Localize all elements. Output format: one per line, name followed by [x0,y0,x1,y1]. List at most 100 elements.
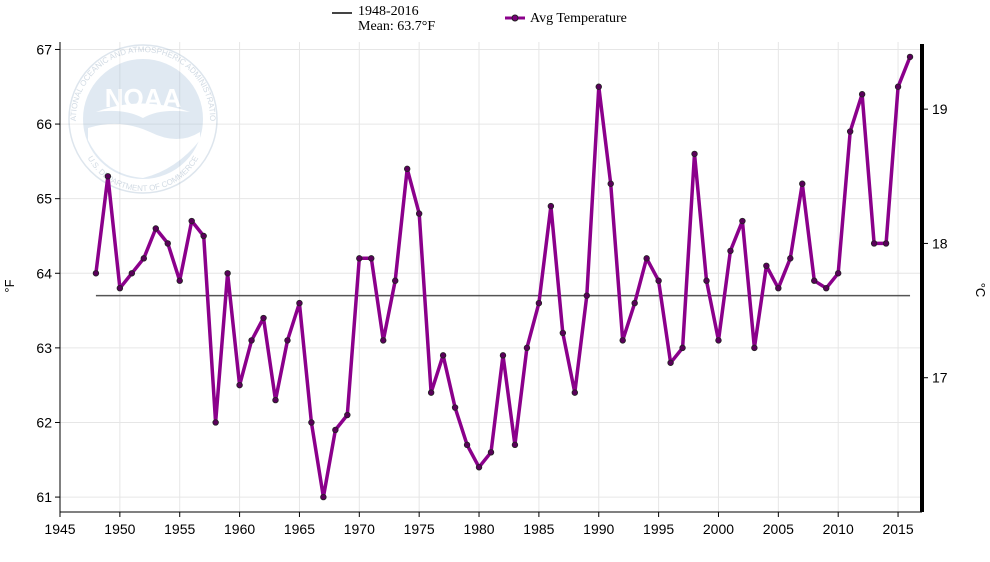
x-tick-label: 1960 [224,521,255,537]
data-point [715,337,722,344]
series-line [94,56,912,499]
x-tick-label: 1945 [44,521,75,537]
y-tick-label: 62 [36,414,52,430]
data-point [823,284,830,292]
noaa-watermark-logo: NOAA NATIONAL OCEANIC AND ATMOSPHERIC AD… [0,0,218,194]
legend: 1948-2016 Mean: 63.7°F Avg Temperature [332,4,627,34]
data-point [260,314,267,322]
data-point [811,277,818,284]
y2-tick-label: 19 [932,101,948,117]
data-point [858,91,866,98]
data-point [595,83,602,90]
x-tick-label: 2000 [703,521,734,537]
data-point [559,329,567,337]
y-tick-label: 64 [36,265,52,281]
data-point [403,165,411,173]
data-point [320,493,327,501]
data-point [344,411,351,419]
data-point [763,262,770,270]
data-point [655,277,662,284]
data-point [834,270,842,277]
data-point [703,277,710,284]
data-point [691,150,698,158]
data-point [104,173,112,180]
data-point [739,217,746,225]
data-point [787,255,794,262]
data-point [571,389,579,396]
data-point [176,277,183,284]
data-point [188,217,195,225]
data-point [870,240,878,247]
data-point [427,389,435,396]
y-tick-label: 66 [36,116,52,132]
data-point [463,441,471,449]
data-point [583,292,590,299]
data-point [487,449,495,456]
data-point [248,337,255,344]
y-tick-label: 63 [36,340,52,356]
y-axis-title-fahrenheit: °F [2,279,17,292]
series-avg-temperature [92,53,914,501]
x-tick-label: 1985 [523,521,554,537]
data-point [679,344,686,352]
data-point [511,441,519,449]
data-point [523,344,531,352]
data-point [475,464,483,471]
data-point [212,419,219,426]
data-point [200,232,207,240]
x-tick-label: 1995 [643,521,674,537]
data-point [499,352,507,359]
x-tick-label: 1975 [404,521,435,537]
x-tick-label: 1965 [284,521,315,537]
data-point [894,83,902,90]
data-point [332,426,339,434]
y-tick-label: 67 [36,41,52,57]
data-point [92,270,100,277]
y-axis-title-celsius: °C [973,283,988,298]
data-point [906,53,914,61]
noaa-watermark-text: NOAA [105,83,182,113]
data-point [451,404,459,411]
data-point [775,284,782,292]
data-point [415,210,423,217]
data-point [356,255,363,262]
axes: 61 62 63 64 65 66 67 1945 1950 1955 1960 1965 1970 19… [36,41,947,537]
data-point [619,337,626,344]
data-point [152,225,159,232]
x-tick-label: 2005 [763,521,794,537]
x-tick-label: 1980 [463,521,494,537]
data-point [727,247,734,255]
data-point [439,352,447,359]
x-tick-label: 1950 [104,521,135,537]
data-point [140,255,148,262]
legend-marker-avg-temperature [511,14,519,22]
y-tick-label: 65 [36,191,52,207]
data-point [547,202,555,210]
legend-label-period: 1948-2016 [358,4,419,19]
data-point [272,396,279,404]
data-point [380,337,387,344]
data-point [164,240,171,247]
x-tick-label: 1990 [583,521,614,537]
data-point [882,240,890,247]
y-tick-label: 61 [36,489,52,505]
x-tick-label: 2015 [882,521,913,537]
data-point [643,255,650,262]
data-point [392,277,399,284]
data-point [631,299,638,307]
x-tick-label: 1970 [344,521,375,537]
x-tick-label: 2010 [823,521,854,537]
y2-tick-label: 17 [932,370,948,386]
data-point [846,128,854,135]
data-point [236,381,243,389]
data-point [667,359,674,366]
x-tick-label: 1955 [164,521,195,537]
data-point [751,344,758,352]
data-point [368,255,375,262]
data-point [128,270,136,277]
legend-label-mean: Mean: 63.7°F [358,19,435,34]
grid [59,42,922,512]
data-point [799,180,806,187]
data-point [308,419,315,426]
